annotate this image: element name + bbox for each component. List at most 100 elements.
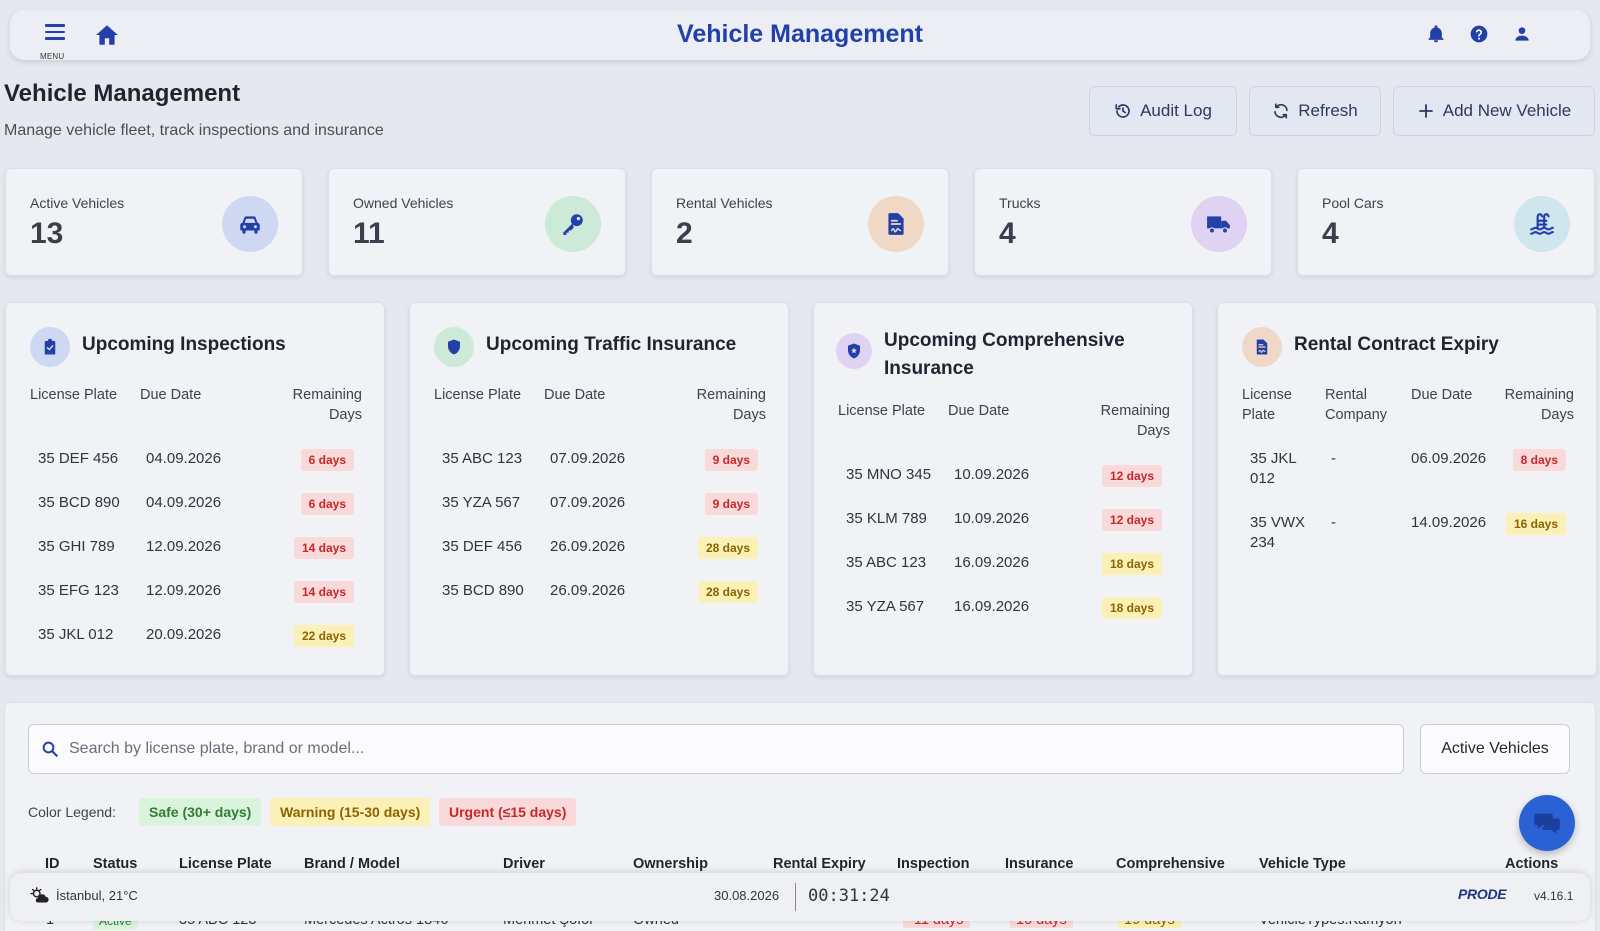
car-icon — [222, 196, 278, 252]
col-due-date: Due Date — [140, 387, 202, 403]
th-rental-expiry[interactable]: Rental Expiry — [773, 856, 866, 872]
help-icon[interactable] — [1469, 24, 1489, 44]
row-plate: 35 YZA 567 — [846, 598, 925, 615]
row-due: 16.09.2026 — [954, 598, 1030, 615]
top-bar: MENU Vehicle Management — [10, 10, 1590, 61]
search-input[interactable] — [69, 725, 1389, 773]
row-plate: 35 EFG 123 — [38, 582, 119, 599]
stat-label: Pool Cars — [1322, 195, 1384, 211]
add-vehicle-label: Add New Vehicle — [1442, 101, 1572, 120]
stat-value: 13 — [30, 217, 64, 250]
days-badge: 28 days — [697, 537, 758, 559]
row-due: 26.09.2026 — [550, 582, 626, 599]
days-badge: 12 days — [1101, 465, 1162, 487]
col-remaining-days: Days — [328, 407, 362, 423]
th-brand-model[interactable]: Brand / Model — [304, 856, 400, 872]
page-title: Vehicle Management — [4, 80, 241, 107]
panel-rental-expiry: Rental Contract Expiry License Plate Ren… — [1217, 302, 1597, 676]
stat-label: Rental Vehicles — [676, 195, 773, 211]
page-subtitle: Manage vehicle fleet, track inspections … — [4, 122, 384, 139]
row-due: 04.09.2026 — [146, 450, 222, 467]
days-badge: 18 days — [1101, 597, 1162, 619]
footer-divider — [795, 883, 796, 911]
th-inspection[interactable]: Inspection — [897, 856, 970, 872]
col-remaining: Remaining — [292, 387, 362, 403]
days-badge: 14 days — [293, 537, 354, 559]
days-badge: 28 days — [697, 581, 758, 603]
col-license-plate: License Plate — [30, 387, 118, 403]
menu-button[interactable]: MENU — [40, 20, 68, 61]
row-plate: 35 DEF 456 — [38, 450, 119, 467]
col-remaining-days: Days — [1136, 423, 1170, 439]
refresh-icon — [1274, 103, 1289, 119]
row-plate: 35 KLM 789 — [846, 510, 927, 527]
truck-icon — [1191, 196, 1247, 252]
row-plate: 35 YZA 567 — [442, 494, 521, 511]
weather-icon — [30, 887, 49, 903]
audit-log-button[interactable]: Audit Log — [1089, 86, 1237, 136]
col-remaining: Remaining — [1504, 387, 1574, 403]
bell-icon[interactable] — [1426, 24, 1446, 44]
row-plate-line-1: 35 JKL — [1250, 450, 1297, 467]
chat-button[interactable] — [1519, 795, 1575, 851]
col-license-plate: License Plate — [838, 403, 926, 419]
panel-title: Rental Contract Expiry — [1294, 334, 1499, 355]
row-due: 10.09.2026 — [954, 466, 1030, 483]
th-driver[interactable]: Driver — [503, 856, 545, 872]
row-due: 06.09.2026 — [1411, 450, 1487, 467]
clipboard-icon — [30, 327, 70, 367]
col-remaining: Remaining — [696, 387, 766, 403]
col-remaining: Remaining — [1100, 403, 1170, 419]
col-license-plate: License Plate — [434, 387, 522, 403]
status-bar: İstanbul, 21°C 30.08.2026 00:31:24 PRODE… — [10, 873, 1590, 921]
row-plate: 35 ABC 123 — [846, 554, 927, 571]
row-due: 26.09.2026 — [550, 538, 626, 555]
row-company: - — [1331, 514, 1336, 531]
row-due: 20.09.2026 — [146, 626, 222, 643]
col-due-date: Due Date — [948, 403, 1010, 419]
stat-value: 4 — [999, 217, 1016, 250]
stat-card-rental: Rental Vehicles 2 — [651, 168, 949, 276]
refresh-button[interactable]: Refresh — [1249, 86, 1381, 136]
th-license-plate[interactable]: License Plate — [179, 856, 272, 872]
chat-icon — [1534, 813, 1560, 834]
panel-title: Upcoming Traffic Insurance — [486, 334, 737, 355]
row-due: 07.09.2026 — [550, 494, 626, 511]
col-remaining-days: Days — [1540, 407, 1574, 423]
row-plate: 35 MNO 345 — [846, 466, 932, 483]
search-box[interactable] — [28, 724, 1404, 774]
col-rental: Rental — [1325, 387, 1367, 403]
active-vehicles-filter[interactable]: Active Vehicles — [1420, 724, 1570, 774]
stat-card-owned: Owned Vehicles 11 — [328, 168, 626, 276]
th-insurance[interactable]: Insurance — [1005, 856, 1074, 872]
stat-value: 11 — [353, 217, 385, 250]
stat-card-trucks: Trucks 4 — [974, 168, 1272, 276]
refresh-label: Refresh — [1298, 101, 1358, 120]
stat-value: 4 — [1322, 217, 1339, 250]
hamburger-icon — [45, 24, 65, 44]
th-status[interactable]: Status — [93, 856, 138, 872]
user-icon[interactable] — [1512, 24, 1532, 44]
footer-date: 30.08.2026 — [714, 888, 780, 903]
row-company: - — [1331, 450, 1336, 467]
th-ownership[interactable]: Ownership — [633, 856, 708, 872]
days-badge: 9 days — [704, 449, 758, 471]
th-actions: Actions — [1505, 856, 1559, 872]
th-comprehensive[interactable]: Comprehensive — [1116, 856, 1225, 872]
th-id[interactable]: ID — [45, 856, 60, 872]
panel-title-line-1: Upcoming Comprehensive — [884, 330, 1125, 351]
panel-inspections: Upcoming Inspections License Plate Due D… — [5, 302, 385, 676]
home-icon[interactable] — [94, 22, 120, 48]
panel-title: Upcoming Inspections — [82, 334, 286, 355]
col-license: License — [1242, 387, 1292, 403]
panel-comprehensive-insurance: Upcoming Comprehensive Insurance License… — [813, 302, 1193, 676]
col-company: Company — [1325, 407, 1388, 423]
col-plate: Plate — [1242, 407, 1276, 423]
add-vehicle-button[interactable]: Add New Vehicle — [1393, 86, 1595, 136]
row-due: 12.09.2026 — [146, 538, 222, 555]
days-badge: 6 days — [300, 493, 354, 515]
th-vehicle-type[interactable]: Vehicle Type — [1259, 856, 1346, 872]
col-due-date: Due Date — [1411, 387, 1473, 403]
col-due-date: Due Date — [544, 387, 606, 403]
row-plate: 35 BCD 890 — [442, 582, 524, 599]
